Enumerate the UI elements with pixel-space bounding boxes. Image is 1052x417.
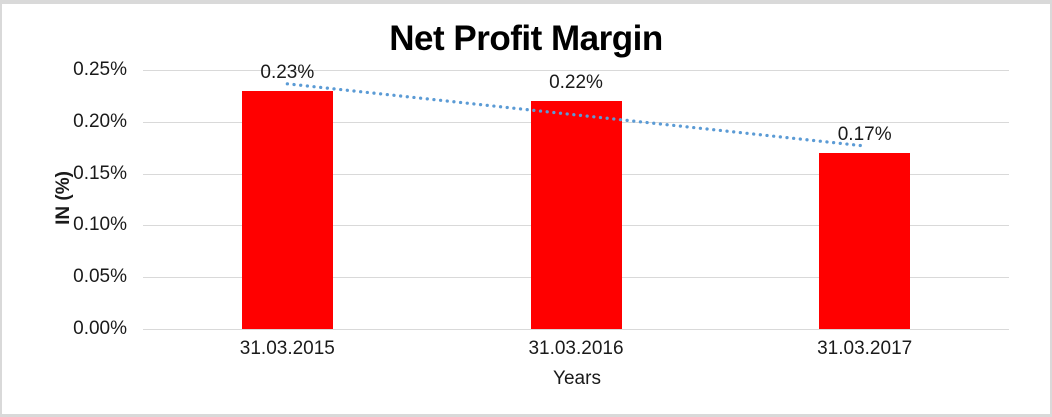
bar [530,101,622,329]
bar [819,152,911,329]
gridline [143,329,1009,330]
x-tick-label: 31.03.2017 [817,338,913,359]
bar [241,90,333,329]
bar-value-label: 0.17% [837,123,892,145]
y-tick-label: 0.00% [73,318,127,339]
x-tick-label: 31.03.2015 [239,338,335,359]
x-tick-label: 31.03.2016 [528,338,624,359]
y-tick-label: 0.10% [73,214,127,236]
y-tick-label: 0.15% [73,162,127,184]
chart-title: Net Profit Margin [389,19,663,58]
bar-value-label: 0.23% [260,61,315,83]
x-axis-title: Years [553,368,601,389]
y-tick-label: 0.20% [73,110,127,132]
gridline [143,70,1009,71]
plot-wrapper: Net Profit Margin IN (%) 0.00% 0.05% 0.10%… [2,4,1050,414]
bar-value-label: 0.22% [549,72,603,94]
y-tick-label: 0.25% [73,59,127,80]
y-tick-label: 0.05% [73,266,127,288]
